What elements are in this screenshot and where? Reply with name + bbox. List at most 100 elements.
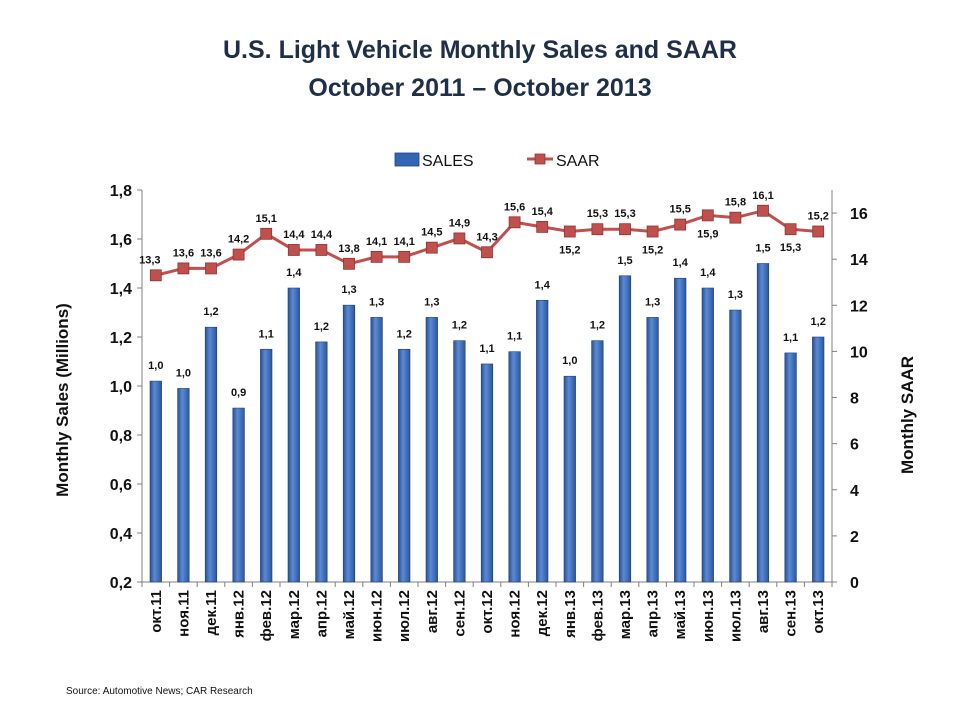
legend-sales-swatch (394, 152, 420, 167)
y2-tick-label: 4 (850, 483, 859, 500)
saar-data-label: 15,5 (669, 204, 690, 216)
y-tick-label: 1,2 (110, 330, 132, 347)
x-tick-label: ноя.11 (175, 590, 192, 637)
sales-bar (536, 299, 549, 583)
saar-point (149, 269, 162, 282)
sales-data-label: 1,4 (286, 267, 302, 279)
x-tick-label: окт.12 (479, 590, 496, 634)
saar-point (591, 223, 604, 236)
sales-data-label: 1,5 (617, 255, 632, 267)
sales-bar (674, 277, 687, 583)
chart-title: U.S. Light Vehicle Monthly Sales and SAA… (223, 36, 737, 64)
sales-bar (618, 275, 632, 583)
sales-bar (646, 317, 659, 583)
x-tick-label: янв.12 (231, 590, 248, 638)
sales-bar (756, 263, 770, 583)
x-tick-label: авг.13 (755, 590, 772, 633)
saar-point (646, 225, 659, 238)
sales-data-label: 0,9 (231, 387, 246, 399)
sales-data-label: 1,2 (397, 328, 412, 340)
x-tick-label: ноя.12 (507, 590, 524, 638)
y-tick-label: 1,6 (110, 232, 132, 249)
saar-point (729, 211, 742, 224)
saar-data-label: 14,3 (476, 231, 497, 243)
x-axis-tick-labels: окт.11 ноя.11 дек.11 янв.12 фев.12 мар.12 апр.… (148, 590, 827, 642)
sales-data-label: 1,4 (673, 257, 689, 269)
axes: 0,2 0,4 0,6 0,8 1,0 1,2 1,4 1,6 1,8 0 2 4 6 8 10 12 14 16 (110, 183, 868, 592)
sales-data-label: 1,1 (259, 328, 274, 340)
saar-data-label: 14,2 (228, 234, 249, 246)
x-tick-label: фев.13 (589, 590, 606, 641)
sales-data-label: 1,1 (507, 331, 522, 343)
sales-data-labels: 1,0 1,0 1,2 0,9 1,1 1,4 1,2 1,3 1,3 1,2 1,3 1,2 1,1 1… (148, 243, 826, 400)
sales-data-label: 1,3 (341, 284, 356, 296)
x-tick-label: май.12 (341, 590, 358, 639)
y-tick-label: 1,8 (110, 183, 132, 200)
saar-data-label: 14,9 (449, 217, 470, 229)
y-tick-label: 0,8 (110, 428, 132, 445)
saar-data-label: 15,6 (504, 201, 525, 213)
sales-data-label: 1,4 (535, 279, 551, 291)
saar-data-label: 15,2 (807, 211, 828, 223)
saar-point (701, 209, 714, 222)
sales-data-label: 1,2 (314, 321, 329, 333)
sales-bar (315, 341, 328, 583)
sales-data-label: 1,3 (369, 296, 384, 308)
saar-data-label: 14,5 (421, 227, 442, 239)
source-note: Source: Automotive News; CAR Research (66, 686, 253, 697)
sales-bar (453, 340, 466, 583)
saar-point (425, 241, 438, 254)
y2-tick-label: 16 (850, 206, 868, 223)
x-tick-label: июл.12 (396, 590, 413, 642)
saar-data-label: 15,3 (780, 242, 801, 254)
x-tick-label: сен.13 (783, 590, 800, 637)
y-tick-label: 0,6 (110, 477, 132, 494)
saar-data-label: 14,4 (311, 229, 333, 241)
saar-point (481, 246, 493, 259)
saar-point (563, 225, 576, 238)
sales-data-label: 1,2 (590, 320, 605, 332)
saar-point (205, 262, 217, 275)
x-tick-label: июн.12 (369, 590, 386, 642)
y-axis-title: Monthly Sales (Millions) (53, 303, 72, 497)
saar-data-labels: 13,3 13,6 13,6 14,2 15,1 14,4 14,4 13,8 14,1 14,1… (139, 190, 829, 267)
saar-point (370, 250, 383, 263)
x-tick-label: дек.12 (534, 590, 551, 636)
legend-saar-marker (534, 153, 546, 165)
sales-data-label: 1,2 (203, 306, 218, 318)
x-tick-label: июл.13 (727, 590, 744, 642)
legend-sales-label: SALES (422, 153, 474, 170)
saar-data-label: 13,8 (338, 243, 359, 255)
sales-bar (701, 287, 714, 583)
x-tick-label: май.13 (672, 590, 689, 639)
sales-data-label: 1,3 (645, 296, 660, 308)
sales-data-label: 1,0 (562, 355, 577, 367)
saar-point (784, 223, 797, 236)
x-tick-label: авг.12 (424, 590, 441, 633)
y2-tick-label: 10 (850, 344, 868, 361)
x-tick-label: июн.13 (700, 590, 717, 642)
saar-data-label: 14,1 (393, 236, 414, 248)
legend-saar-label: SAAR (556, 153, 600, 170)
y2-tick-label: 14 (850, 252, 868, 269)
sales-bar (784, 352, 797, 583)
y-tick-label: 0,4 (110, 526, 132, 543)
x-tick-label: окт.13 (810, 590, 827, 634)
sales-data-label: 1,2 (811, 316, 826, 328)
sales-bar (177, 388, 190, 583)
saar-data-label: 14,4 (283, 229, 305, 241)
saar-point (536, 220, 549, 233)
sales-bar (591, 340, 604, 583)
saar-point (674, 218, 687, 231)
saar-point (453, 232, 466, 245)
saar-data-label: 15,9 (697, 228, 718, 240)
x-tick-label: окт.11 (148, 590, 165, 633)
sales-bar (342, 304, 356, 583)
saar-data-label: 13,3 (139, 254, 160, 266)
saar-point (508, 216, 521, 229)
x-tick-label: апр.13 (645, 590, 662, 637)
saar-point (757, 204, 769, 217)
saar-line-series (149, 204, 825, 282)
y2-tick-label: 12 (850, 298, 868, 315)
y-tick-label: 0,2 (110, 575, 132, 592)
